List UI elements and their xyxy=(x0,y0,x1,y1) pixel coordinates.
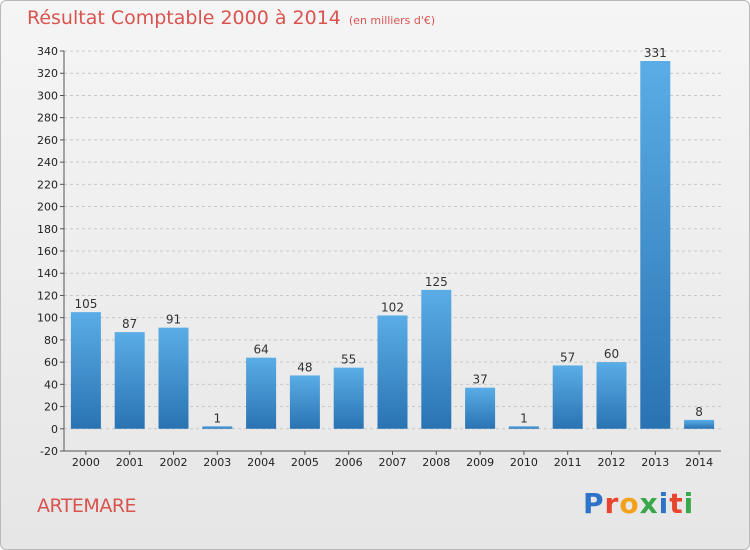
chart-title: Résultat Comptable 2000 à 2014 xyxy=(27,7,341,29)
y-tick-label: 0 xyxy=(51,423,58,436)
y-tick-label: 220 xyxy=(37,178,58,191)
x-tick-label-2003: 2003 xyxy=(203,456,231,469)
y-tick-label: 20 xyxy=(44,401,58,414)
value-label-2004: 64 xyxy=(253,343,268,357)
value-label-2013: 331 xyxy=(644,46,667,60)
value-label-2007: 102 xyxy=(381,300,404,314)
y-tick-label: 160 xyxy=(37,245,58,258)
y-tick-label: 320 xyxy=(37,67,58,80)
y-tick-label: 200 xyxy=(37,201,58,214)
logo-letter: r xyxy=(604,487,620,520)
y-tick-label: 120 xyxy=(37,289,58,302)
logo-letter: o xyxy=(619,487,640,520)
bar-2004 xyxy=(246,357,277,429)
chart-subtitle: (en milliers d'€) xyxy=(348,14,436,27)
value-label-2005: 48 xyxy=(297,360,312,374)
x-tick-label-2011: 2011 xyxy=(554,456,582,469)
value-label-2008: 125 xyxy=(425,275,448,289)
value-label-2010: 1 xyxy=(520,411,528,425)
x-tick-label-2008: 2008 xyxy=(422,456,450,469)
bar-2002 xyxy=(158,327,189,429)
value-label-2003: 1 xyxy=(213,411,221,425)
data-labels: 105 87 91 1 64 48 55 102 125 37 1 57 60 331 8 xyxy=(74,46,702,425)
value-label-2012: 60 xyxy=(604,347,619,361)
y-tick-label: 100 xyxy=(37,312,58,325)
bar-2005 xyxy=(289,375,320,429)
value-label-2014: 8 xyxy=(695,405,703,419)
bar-2001 xyxy=(114,332,145,429)
proxiti-logo: Proxiti xyxy=(583,487,694,520)
value-label-2002: 91 xyxy=(166,313,181,327)
y-tick-label: 300 xyxy=(37,89,58,102)
x-tick-label-2004: 2004 xyxy=(247,456,275,469)
x-tick-label-2001: 2001 xyxy=(116,456,144,469)
x-tick-label-2007: 2007 xyxy=(379,456,407,469)
logo-letter: x xyxy=(639,487,659,520)
y-tick-label: 280 xyxy=(37,112,58,125)
x-tick-label-2013: 2013 xyxy=(641,456,669,469)
bar-2011 xyxy=(552,365,583,429)
axes: -200204060801001201401601802002202402602… xyxy=(37,45,721,469)
bar-2008 xyxy=(421,289,452,429)
bar-2014 xyxy=(684,419,715,429)
bar-2003 xyxy=(202,426,233,429)
y-tick-label: 80 xyxy=(44,334,58,347)
x-tick-label-2012: 2012 xyxy=(598,456,626,469)
value-label-2006: 55 xyxy=(341,353,356,367)
logo-letter: i xyxy=(683,487,695,520)
x-tick-label-2005: 2005 xyxy=(291,456,319,469)
x-tick-label-2009: 2009 xyxy=(466,456,494,469)
location-label: ARTEMARE xyxy=(37,495,137,517)
x-tick-label-2000: 2000 xyxy=(72,456,100,469)
chart-title-block: Résultat Comptable 2000 à 2014 (en millie… xyxy=(27,7,435,29)
y-tick-label: 180 xyxy=(37,223,58,236)
y-tick-label: 60 xyxy=(44,356,58,369)
value-label-2000: 105 xyxy=(74,297,97,311)
x-tick-label-2002: 2002 xyxy=(160,456,188,469)
logo-letter: i xyxy=(658,487,670,520)
bar-2006 xyxy=(333,367,364,429)
y-tick-label: 40 xyxy=(44,378,58,391)
bar-2012 xyxy=(596,362,627,429)
y-tick-label: 340 xyxy=(37,45,58,58)
bar-2010 xyxy=(508,426,539,429)
x-tick-label-2010: 2010 xyxy=(510,456,538,469)
logo-letter: P xyxy=(583,487,605,520)
x-tick-label-2014: 2014 xyxy=(685,456,713,469)
logo-letter: t xyxy=(669,487,684,520)
bars xyxy=(70,61,715,429)
y-tick-label: 240 xyxy=(37,156,58,169)
y-tick-label: 260 xyxy=(37,134,58,147)
value-label-2009: 37 xyxy=(472,373,487,387)
bar-2007 xyxy=(377,315,408,429)
y-tick-label: -20 xyxy=(40,445,58,458)
bar-2000 xyxy=(70,312,101,429)
value-label-2011: 57 xyxy=(560,350,575,364)
y-tick-label: 140 xyxy=(37,267,58,280)
value-label-2001: 87 xyxy=(122,317,137,331)
x-tick-label-2006: 2006 xyxy=(335,456,363,469)
bar-2009 xyxy=(465,387,496,429)
bar-2013 xyxy=(640,61,671,429)
